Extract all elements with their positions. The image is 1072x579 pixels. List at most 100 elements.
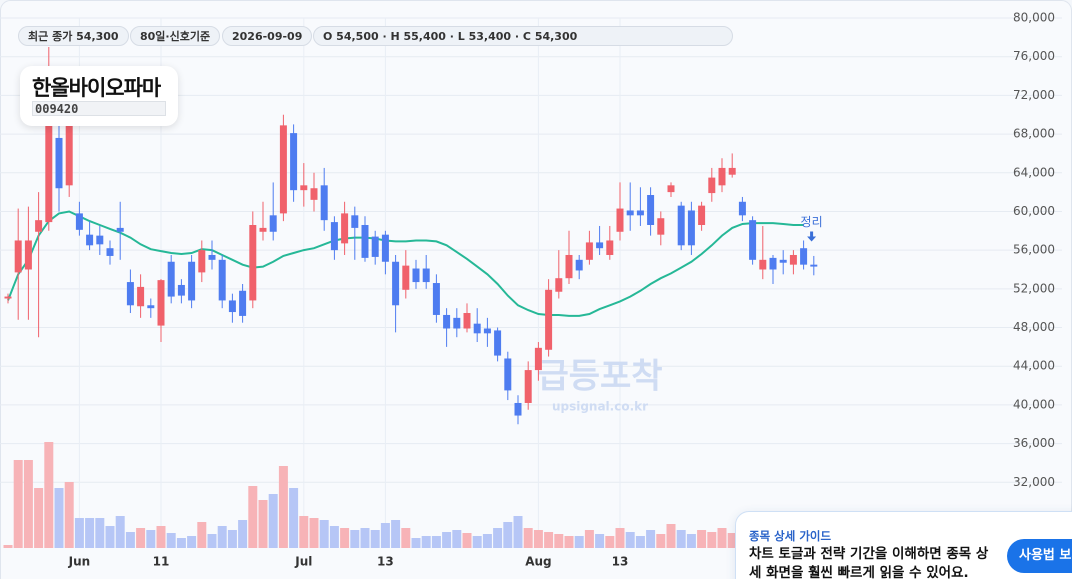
y-tick-label: 76,000	[1013, 49, 1055, 63]
candle-body	[606, 240, 614, 255]
guide-button[interactable]: 사용법 보기	[1007, 539, 1072, 573]
candle-body	[320, 185, 328, 221]
guide-popup: 종목 상세 가이드 차트 토글과 전략 기간을 이해하면 종목 상세 화면을 훨…	[735, 511, 1072, 579]
y-tick-label: 52,000	[1013, 281, 1055, 295]
y-tick-label: 48,000	[1013, 320, 1055, 334]
volume-bar	[197, 522, 207, 548]
volume-bar	[95, 518, 105, 548]
candle-body	[218, 259, 226, 301]
volume-bar	[676, 530, 686, 548]
candle-body	[443, 314, 451, 329]
candle-body	[810, 264, 818, 267]
stock-name: 한올바이오파마	[32, 76, 161, 100]
candle-body	[534, 347, 542, 371]
candle-body	[106, 248, 114, 256]
volume-bar	[329, 526, 339, 548]
volume-bar	[605, 536, 615, 548]
candle-body	[208, 254, 216, 260]
volume-bar	[533, 530, 543, 548]
volume-bar	[227, 530, 237, 548]
y-tick-label: 68,000	[1013, 127, 1055, 141]
candle-body	[585, 242, 593, 260]
volume-bar	[309, 518, 319, 548]
volume-bar	[115, 516, 125, 548]
volume-bar	[411, 538, 421, 548]
volume-bar	[697, 530, 707, 548]
candle-body	[524, 370, 532, 403]
volume-bar	[625, 532, 635, 548]
candle-body	[626, 210, 634, 216]
candle-body	[412, 268, 420, 283]
volume-bar	[646, 530, 656, 548]
y-tick-label: 64,000	[1013, 165, 1055, 179]
candle-body	[545, 289, 553, 350]
y-tick-label: 72,000	[1013, 88, 1055, 102]
candle-body	[4, 296, 12, 299]
candle-body	[698, 205, 706, 225]
volume-bar	[13, 460, 23, 548]
candle-body	[667, 185, 675, 193]
volume-bar	[54, 488, 64, 548]
guide-body: 차트 토글과 전략 기간을 이해하면 종목 상세 화면을 훨씬 빠르게 읽을 수…	[749, 546, 989, 579]
candle-body	[483, 328, 491, 334]
volume-bar	[666, 524, 676, 548]
volume-bar	[472, 536, 482, 548]
candle-body	[422, 268, 430, 283]
volume-bar	[635, 536, 645, 548]
candle-body	[116, 227, 124, 232]
watermark-title: 급등포착	[537, 357, 662, 397]
candle-body	[75, 213, 83, 230]
x-tick-label: 13	[377, 555, 394, 569]
volume-bar	[34, 488, 44, 548]
volume-bar	[421, 536, 431, 548]
candle-body	[249, 224, 257, 301]
volume-bar	[544, 532, 554, 548]
candle-body	[279, 125, 287, 214]
volume-bar	[105, 526, 115, 548]
volume-bar	[452, 530, 462, 548]
volume-bar	[125, 532, 135, 548]
guide-title: 종목 상세 가이드	[749, 529, 832, 543]
candle-body	[330, 222, 338, 251]
candle-body	[677, 205, 685, 246]
candle-body	[718, 167, 726, 186]
candle-body	[789, 254, 797, 265]
candle-body	[157, 280, 165, 326]
volume-bar	[299, 516, 309, 548]
candle-body	[300, 185, 308, 191]
volume-bar	[554, 534, 564, 548]
y-tick-label: 80,000	[1013, 11, 1055, 25]
volume-bar	[503, 522, 513, 548]
candle-body	[86, 234, 94, 246]
candle-body	[198, 250, 206, 273]
close-pill: 최근 종가 54,300	[18, 26, 129, 46]
annotation-arrow	[807, 231, 817, 242]
candle-body	[239, 290, 247, 316]
candle-body	[126, 282, 134, 306]
x-tick-label: Aug	[525, 555, 551, 569]
volume-bar	[574, 536, 584, 548]
x-tick-label: 13	[612, 555, 629, 569]
volume-bar	[64, 482, 74, 548]
y-tick-label: 44,000	[1013, 359, 1055, 373]
volume-bar	[85, 518, 95, 548]
volume-bar	[462, 533, 472, 548]
period-pill: 80일·신호기준	[130, 26, 221, 46]
volume-bar	[146, 530, 156, 548]
stock-card: 한올바이오파마 009420	[20, 66, 178, 126]
volume-bar	[44, 442, 54, 548]
candle-body	[228, 300, 236, 313]
candle-body	[14, 240, 22, 273]
volume-bar	[391, 520, 401, 548]
candle-body	[432, 283, 440, 315]
candle-body	[504, 358, 512, 391]
volume-bar	[289, 488, 299, 548]
candle-body	[147, 305, 155, 309]
volume-bar	[523, 528, 533, 548]
volume-bar	[217, 526, 227, 548]
volume-bar	[717, 528, 727, 548]
candle-body	[392, 261, 400, 306]
volume-bar	[380, 523, 390, 548]
candle-body	[45, 79, 53, 223]
y-tick-label: 40,000	[1013, 397, 1055, 411]
